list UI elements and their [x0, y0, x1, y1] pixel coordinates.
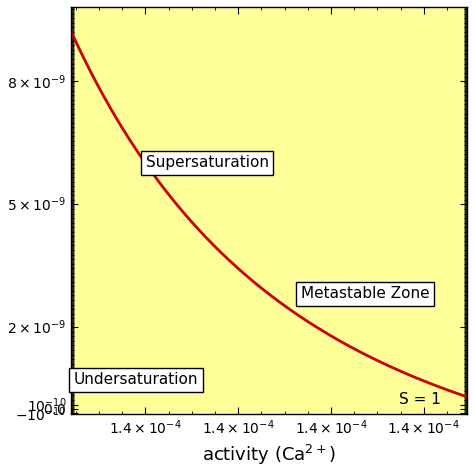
X-axis label: activity (Ca$^{2+}$): activity (Ca$^{2+}$): [202, 443, 336, 467]
Text: S = 1: S = 1: [399, 392, 441, 407]
Text: Metastable Zone: Metastable Zone: [301, 286, 429, 301]
Text: Supersaturation: Supersaturation: [146, 155, 269, 170]
Text: Undersaturation: Undersaturation: [74, 373, 198, 387]
